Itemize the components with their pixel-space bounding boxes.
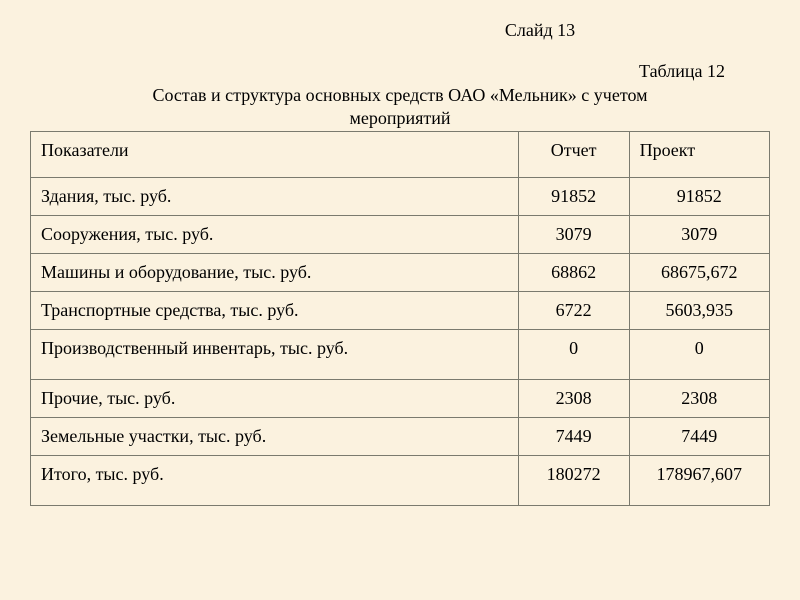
cell-indicator: Итого, тыс. руб. [31,455,519,505]
cell-indicator: Производственный инвентарь, тыс. руб. [31,329,519,379]
cell-indicator: Здания, тыс. руб. [31,177,519,215]
cell-project: 178967,607 [629,455,769,505]
slide-number: Слайд 13 [30,20,770,41]
cell-project: 68675,672 [629,253,769,291]
header-report: Отчет [518,131,629,177]
cell-indicator: Машины и оборудование, тыс. руб. [31,253,519,291]
cell-report: 3079 [518,215,629,253]
table-row: Сооружения, тыс. руб. 3079 3079 [31,215,770,253]
table-row: Машины и оборудование, тыс. руб. 68862 6… [31,253,770,291]
table-row: Прочие, тыс. руб. 2308 2308 [31,379,770,417]
cell-indicator: Земельные участки, тыс. руб. [31,417,519,455]
cell-report: 7449 [518,417,629,455]
table-header-row: Показатели Отчет Проект [31,131,770,177]
data-table: Показатели Отчет Проект Здания, тыс. руб… [30,131,770,506]
table-row: Здания, тыс. руб. 91852 91852 [31,177,770,215]
table-number-label: Таблица 12 [30,61,770,82]
cell-report: 91852 [518,177,629,215]
cell-indicator: Сооружения, тыс. руб. [31,215,519,253]
cell-project: 7449 [629,417,769,455]
table-row: Транспортные средства, тыс. руб. 6722 56… [31,291,770,329]
cell-indicator: Транспортные средства, тыс. руб. [31,291,519,329]
table-row: Итого, тыс. руб. 180272 178967,607 [31,455,770,505]
table-row: Производственный инвентарь, тыс. руб. 0 … [31,329,770,379]
table-title-line2: мероприятий [349,108,450,128]
table-title: Состав и структура основных средств ОАО … [30,84,770,131]
header-project: Проект [629,131,769,177]
cell-project: 3079 [629,215,769,253]
cell-project: 0 [629,329,769,379]
header-indicator: Показатели [31,131,519,177]
cell-project: 91852 [629,177,769,215]
cell-project: 5603,935 [629,291,769,329]
cell-report: 6722 [518,291,629,329]
cell-indicator: Прочие, тыс. руб. [31,379,519,417]
cell-report: 180272 [518,455,629,505]
cell-project: 2308 [629,379,769,417]
table-title-line1: Состав и структура основных средств ОАО … [152,85,647,105]
cell-report: 68862 [518,253,629,291]
table-row: Земельные участки, тыс. руб. 7449 7449 [31,417,770,455]
cell-report: 2308 [518,379,629,417]
cell-report: 0 [518,329,629,379]
